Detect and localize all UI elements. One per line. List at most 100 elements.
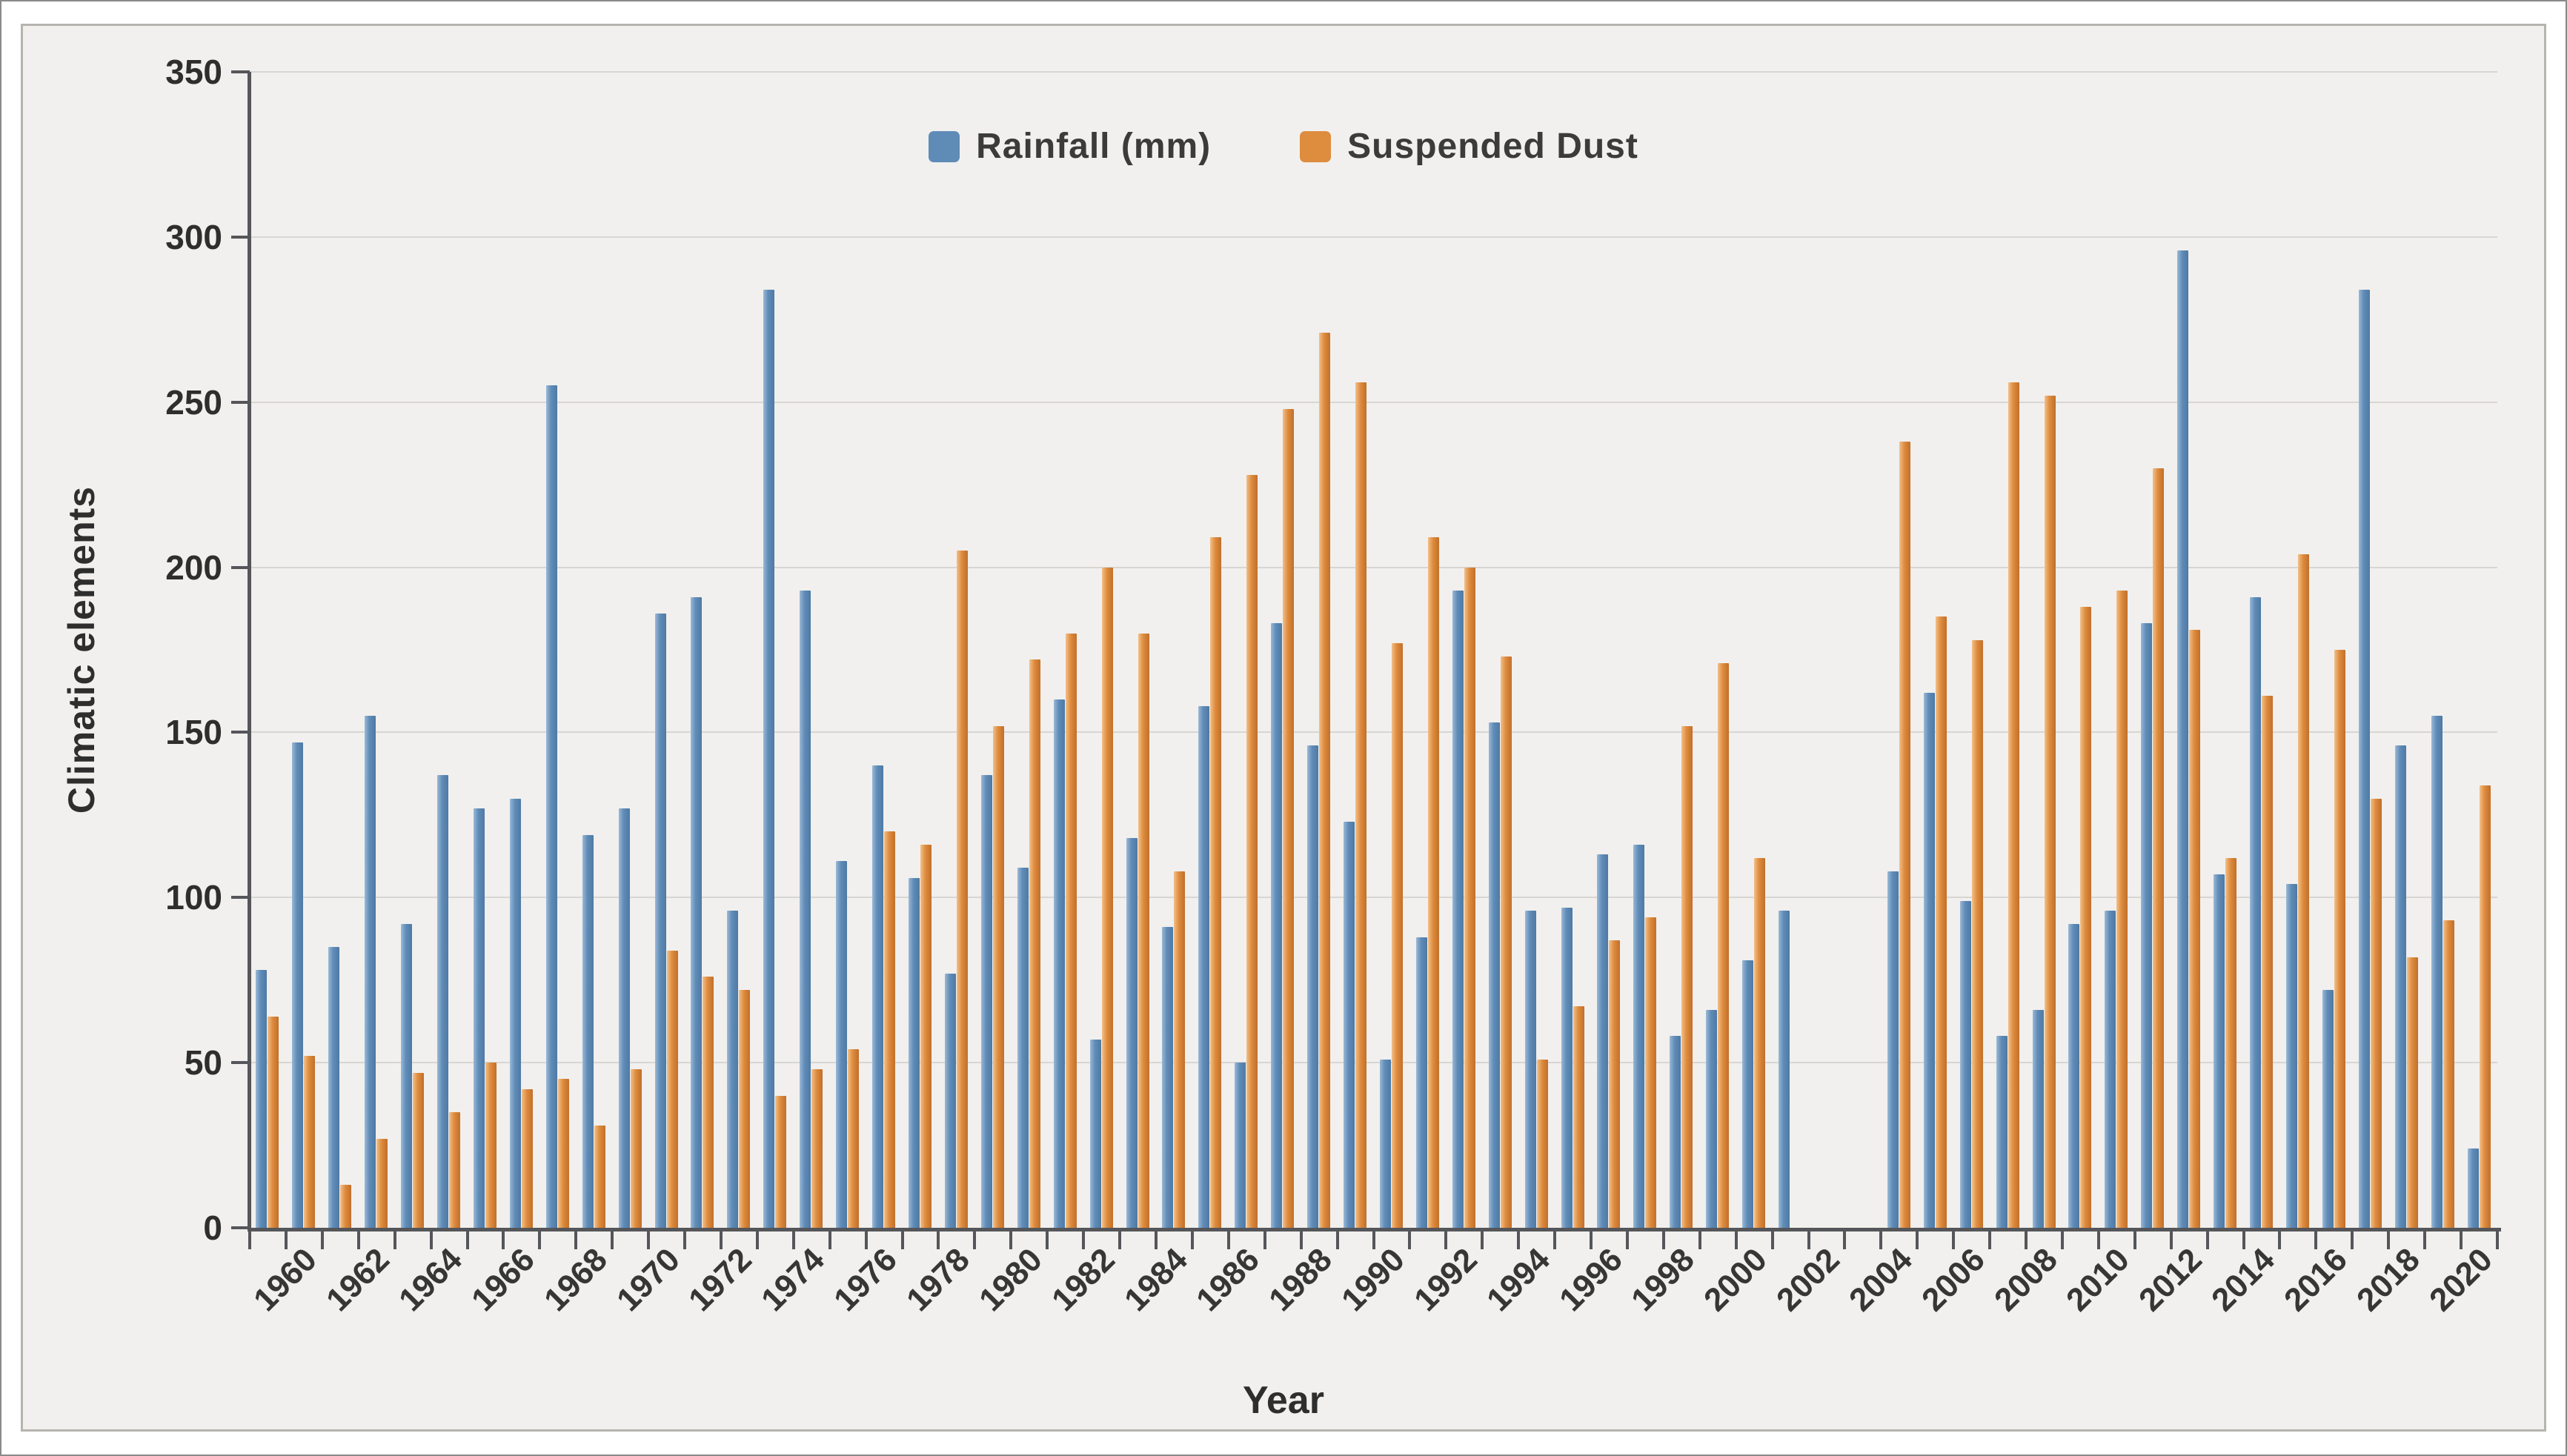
bar-dust-1984 bbox=[1138, 633, 1149, 1228]
bar-dust-2008 bbox=[2008, 382, 2019, 1228]
x-tick-48 bbox=[1988, 1231, 1992, 1249]
bar-dust-2000 bbox=[1718, 662, 1730, 1228]
x-tick-52 bbox=[2133, 1231, 2136, 1249]
bar-dust-2014 bbox=[2225, 857, 2237, 1228]
bar-rainfall-2016 bbox=[2285, 884, 2297, 1228]
x-tick-32 bbox=[1408, 1231, 1412, 1249]
bar-rainfall-2011 bbox=[2105, 911, 2116, 1228]
bar-dust-1994 bbox=[1500, 656, 1512, 1228]
x-tick-49 bbox=[2025, 1231, 2028, 1249]
x-tick-35 bbox=[1517, 1231, 1521, 1249]
gridline-300 bbox=[250, 236, 2497, 238]
bar-rainfall-1976 bbox=[836, 861, 848, 1228]
y-axis-line bbox=[248, 72, 251, 1231]
x-tick-24 bbox=[1118, 1231, 1122, 1249]
gridline-350 bbox=[250, 71, 2497, 73]
bar-rainfall-1978 bbox=[909, 877, 920, 1228]
bar-rainfall-2009 bbox=[2032, 1009, 2044, 1228]
y-tick-50 bbox=[231, 1061, 250, 1065]
bar-dust-2010 bbox=[2080, 607, 2092, 1228]
x-tick-58 bbox=[2351, 1231, 2354, 1249]
bar-rainfall-2000 bbox=[1706, 1009, 1718, 1228]
legend-label-suspended-dust: Suspended Dust bbox=[1347, 127, 1638, 166]
legend: Rainfall (mm) Suspended Dust bbox=[1, 126, 2566, 167]
x-tick-6 bbox=[465, 1231, 469, 1249]
x-tick-1 bbox=[284, 1231, 288, 1249]
y-tick-350 bbox=[231, 70, 250, 73]
x-tick-29 bbox=[1299, 1231, 1303, 1249]
bar-rainfall-1983 bbox=[1089, 1039, 1101, 1228]
bar-dust-1978 bbox=[920, 844, 932, 1228]
x-tick-0 bbox=[248, 1231, 251, 1249]
x-tick-3 bbox=[356, 1231, 360, 1249]
bar-dust-1992 bbox=[1427, 537, 1439, 1228]
x-tick-45 bbox=[1879, 1231, 1883, 1249]
x-tick-5 bbox=[429, 1231, 433, 1249]
bar-dust-1967 bbox=[521, 1088, 533, 1228]
bar-rainfall-2021 bbox=[2467, 1148, 2479, 1228]
bar-rainfall-1996 bbox=[1561, 907, 1573, 1228]
bar-dust-1989 bbox=[1319, 333, 1331, 1228]
y-tick-label-300: 300 bbox=[165, 217, 222, 256]
x-tick-14 bbox=[755, 1231, 759, 1249]
x-tick-20 bbox=[973, 1231, 977, 1249]
x-tick-60 bbox=[2423, 1231, 2427, 1249]
gridline-250 bbox=[250, 401, 2497, 403]
bar-dust-1971 bbox=[666, 950, 678, 1228]
x-tick-62 bbox=[2496, 1231, 2499, 1249]
gridline-50 bbox=[250, 1062, 2497, 1064]
bar-rainfall-1970 bbox=[618, 808, 630, 1228]
x-tick-17 bbox=[864, 1231, 868, 1249]
bar-rainfall-1999 bbox=[1670, 1036, 1681, 1228]
x-tick-37 bbox=[1590, 1231, 1593, 1249]
x-tick-8 bbox=[538, 1231, 542, 1249]
bar-dust-2013 bbox=[2189, 630, 2201, 1228]
bar-dust-1979 bbox=[956, 551, 968, 1228]
bar-dust-1982 bbox=[1065, 633, 1077, 1228]
y-tick-150 bbox=[231, 731, 250, 734]
bar-dust-1966 bbox=[485, 1063, 497, 1228]
x-tick-44 bbox=[1843, 1231, 1847, 1249]
bar-rainfall-1973 bbox=[727, 911, 739, 1228]
bar-dust-1972 bbox=[703, 977, 714, 1228]
legend-item-suspended-dust: Suspended Dust bbox=[1300, 126, 1638, 167]
x-tick-38 bbox=[1625, 1231, 1629, 1249]
bar-dust-1993 bbox=[1464, 567, 1475, 1228]
bar-rainfall-1990 bbox=[1344, 821, 1355, 1228]
bar-rainfall-2010 bbox=[2068, 923, 2080, 1228]
x-tick-10 bbox=[611, 1231, 614, 1249]
bar-dust-1980 bbox=[992, 725, 1004, 1228]
x-tick-33 bbox=[1444, 1231, 1448, 1249]
bar-rainfall-1965 bbox=[437, 775, 449, 1228]
bar-dust-1977 bbox=[884, 831, 896, 1228]
x-tick-16 bbox=[828, 1231, 831, 1249]
x-tick-22 bbox=[1046, 1231, 1049, 1249]
x-tick-7 bbox=[502, 1231, 505, 1249]
bar-dust-1960 bbox=[268, 1016, 279, 1228]
bar-rainfall-1974 bbox=[763, 290, 775, 1228]
legend-swatch-suspended-dust-icon bbox=[1300, 130, 1332, 162]
bar-dust-1985 bbox=[1174, 871, 1186, 1228]
bar-dust-2015 bbox=[2262, 696, 2274, 1228]
bar-dust-2006 bbox=[1935, 616, 1947, 1228]
y-tick-label-50: 50 bbox=[184, 1043, 222, 1083]
x-axis-title: Year bbox=[1243, 1379, 1324, 1422]
bar-dust-2001 bbox=[1754, 857, 1766, 1228]
bar-rainfall-1963 bbox=[365, 716, 376, 1228]
bar-rainfall-1979 bbox=[944, 973, 956, 1228]
bar-rainfall-1972 bbox=[691, 596, 703, 1228]
x-tick-56 bbox=[2278, 1231, 2282, 1249]
bar-rainfall-1991 bbox=[1379, 1059, 1391, 1228]
x-tick-2 bbox=[320, 1231, 324, 1249]
bar-dust-2017 bbox=[2334, 650, 2345, 1228]
bar-rainfall-1967 bbox=[509, 798, 521, 1228]
bar-dust-1970 bbox=[630, 1069, 642, 1228]
bar-rainfall-1960 bbox=[256, 970, 268, 1228]
bar-dust-1964 bbox=[413, 1072, 425, 1228]
x-tick-30 bbox=[1335, 1231, 1339, 1249]
bar-rainfall-2002 bbox=[1779, 911, 1790, 1228]
y-tick-label-150: 150 bbox=[165, 713, 222, 752]
bar-rainfall-1966 bbox=[473, 808, 485, 1228]
x-tick-11 bbox=[647, 1231, 651, 1249]
